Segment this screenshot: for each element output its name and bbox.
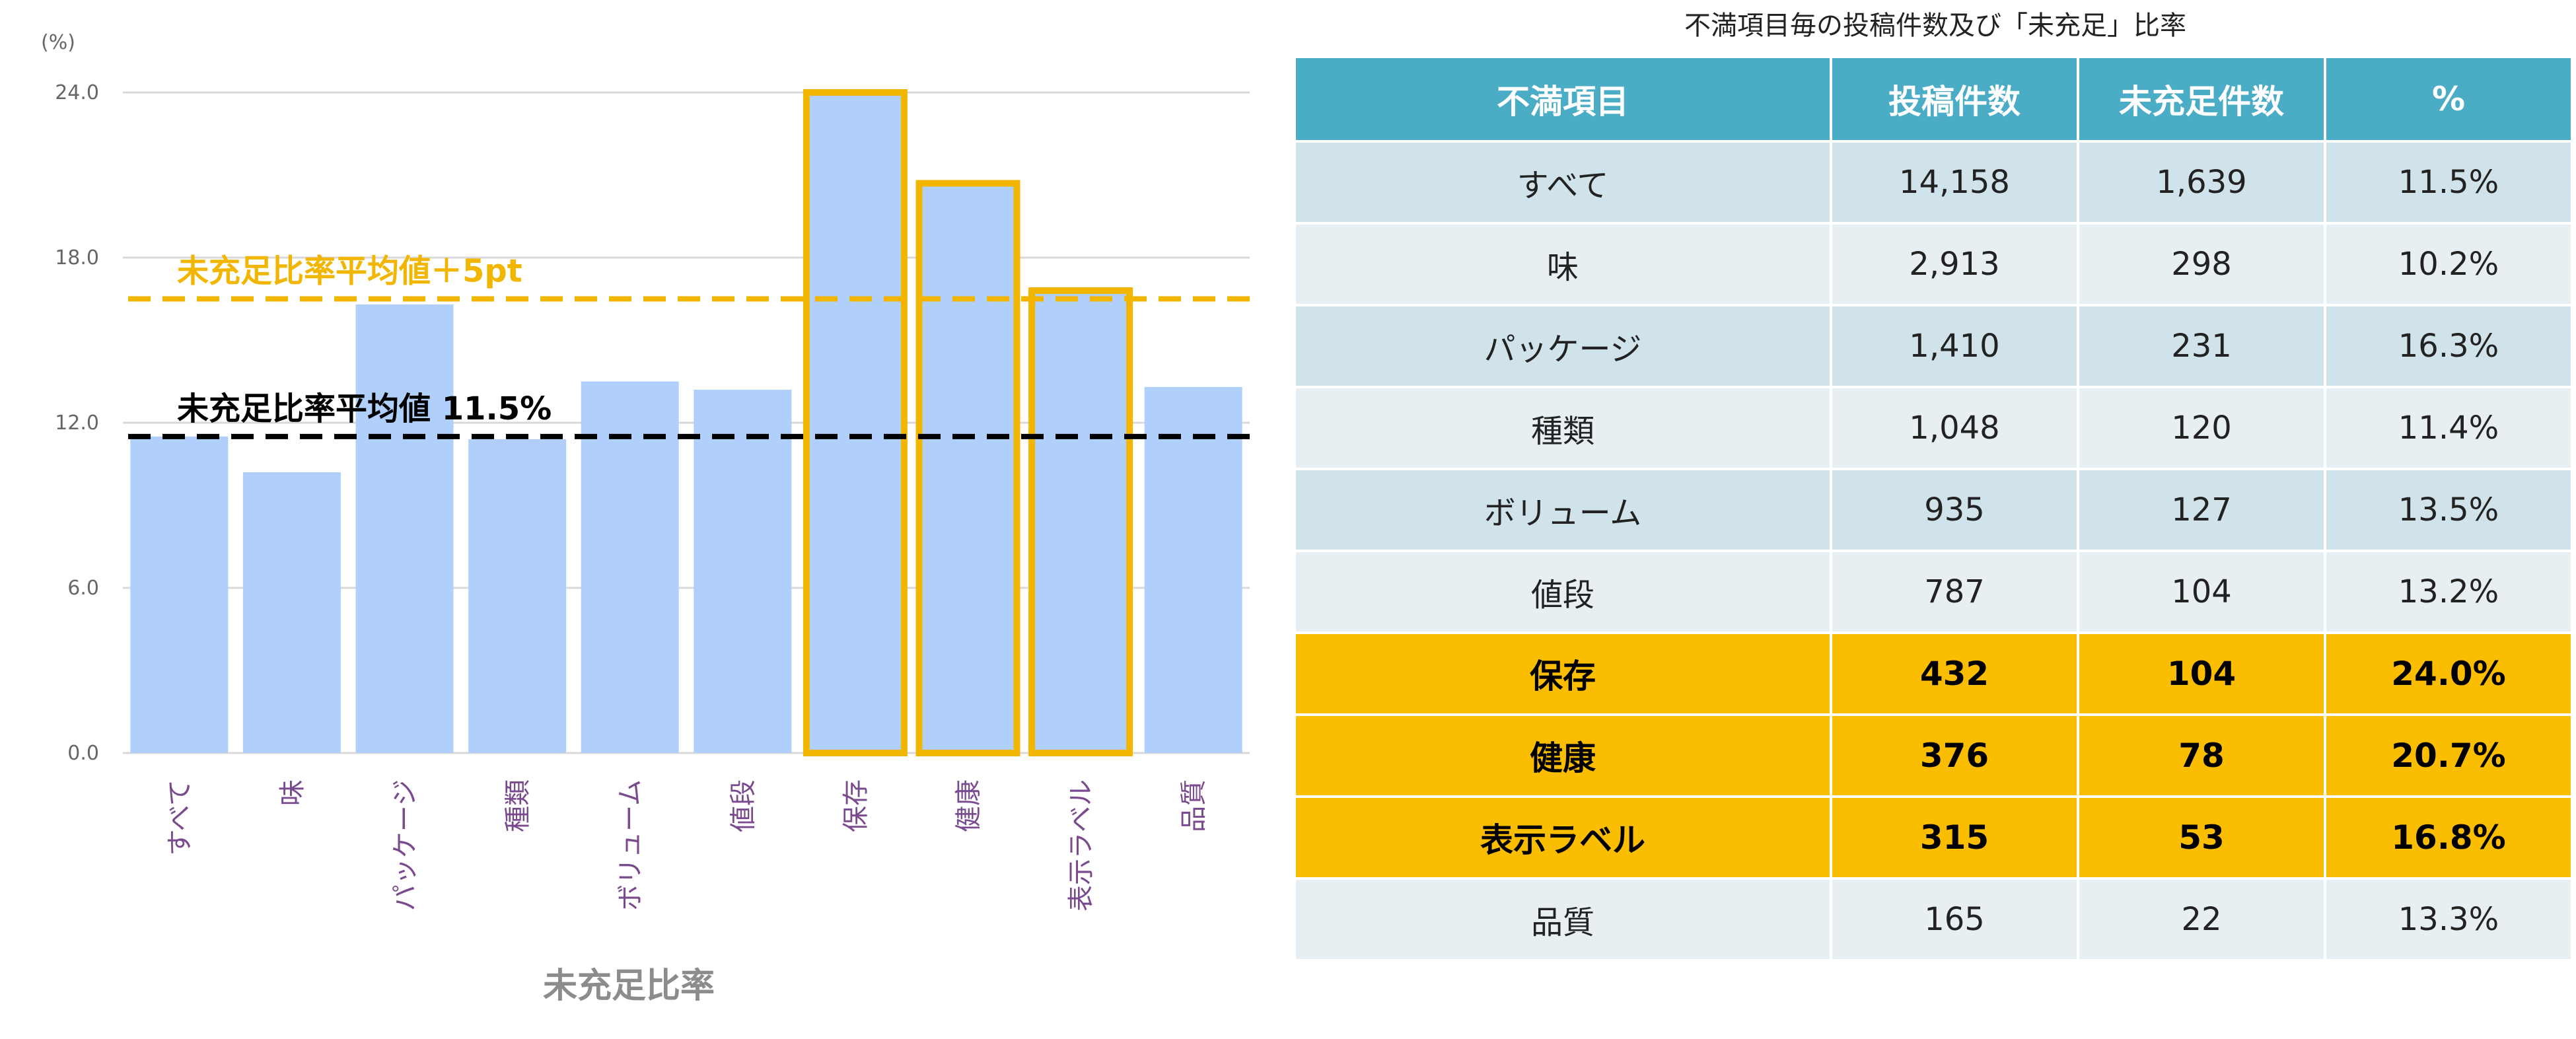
table-header-row: 不満項目 投稿件数 未充足件数% [1293, 55, 2573, 143]
table-cell: 16.8% [2324, 795, 2573, 880]
bar-chart: (%) 0.06.012.018.024.0 未充足比率平均値＋5pt未充足比率… [41, 31, 1250, 1006]
table-cell: 品質 [1293, 877, 1832, 962]
x-category-label: 値段 [728, 779, 758, 832]
table-cell: 1,639 [2077, 140, 2326, 225]
table-title: 不満項目毎の投稿件数及び「未充足」比率 [1684, 11, 2186, 41]
x-category-label: 健康 [954, 779, 984, 832]
bar-3 [468, 439, 567, 753]
table-cell: 104 [2077, 550, 2326, 634]
y-unit-label: (%) [41, 31, 75, 54]
table-cell: 1,048 [1830, 386, 2079, 470]
table-cell: 表示ラベル [1293, 795, 1832, 880]
table-cell: 16.3% [2324, 304, 2573, 388]
table-cell: 24.0% [2324, 631, 2573, 716]
table-cell: 2,913 [1830, 222, 2079, 306]
table-cell: 保存 [1293, 631, 1832, 716]
table-cell: 14,158 [1830, 140, 2079, 225]
y-tick-label: 18.0 [55, 246, 99, 269]
table-cell: 13.2% [2324, 550, 2573, 634]
bars [130, 89, 1242, 756]
table-cell: 健康 [1293, 713, 1832, 798]
table-cell: 13.5% [2324, 468, 2573, 552]
x-category-label: 品質 [1179, 779, 1209, 832]
table-cell: 432 [1830, 631, 2079, 716]
table-row: 値段 787 104 13.2% [1293, 550, 2573, 634]
table-cell: 127 [2077, 468, 2326, 552]
y-tick-label: 12.0 [55, 412, 99, 435]
table-cell: 53 [2077, 795, 2326, 880]
x-category-label: 保存 [841, 779, 871, 832]
y-tick-label: 6.0 [67, 577, 99, 600]
column-header: % [2324, 55, 2573, 143]
reference-line-label-1: 未充足比率平均値 11.5% [177, 390, 552, 427]
table-cell: 787 [1830, 550, 2079, 634]
table-cell: 376 [1830, 713, 2079, 798]
bar-1 [242, 472, 341, 753]
table-body: すべて 14,158 1,639 11.5% 味 2,913 298 10.2% パッケージ 1,… [1293, 140, 2573, 962]
table-row: 品質 165 22 13.3% [1293, 877, 2573, 962]
bar-2 [355, 304, 454, 753]
table-cell: 種類 [1293, 386, 1832, 470]
table-cell: 13.3% [2324, 877, 2573, 962]
table-cell: 120 [2077, 386, 2326, 470]
table-cell: 値段 [1293, 550, 1832, 634]
table-cell: 味 [1293, 222, 1832, 306]
table-cell: 104 [2077, 631, 2326, 716]
table-cell: 315 [1830, 795, 2079, 880]
bar-7 [915, 180, 1020, 756]
table-row: 保存 432 104 24.0% [1293, 631, 2573, 716]
table-cell: 231 [2077, 304, 2326, 388]
table-row: 種類 1,048 120 11.4% [1293, 386, 2573, 470]
table-cell: ボリューム [1293, 468, 1832, 552]
reference-lines: 未充足比率平均値＋5pt 未充足比率平均値 11.5% [128, 253, 1250, 439]
table-row: すべて 14,158 1,639 11.5% [1293, 140, 2573, 225]
bar-6 [803, 89, 908, 756]
table-cell: すべて [1293, 140, 1832, 225]
table-cell: 935 [1830, 468, 2079, 552]
data-table: 不満項目 投稿件数 未充足件数% すべて 14,158 1,639 11.5% 味 2,913… [1293, 55, 2573, 962]
table-row: パッケージ 1,410 231 16.3% [1293, 304, 2573, 388]
table-cell: パッケージ [1293, 304, 1832, 388]
x-category-label: 種類 [503, 779, 533, 832]
table-cell: 78 [2077, 713, 2326, 798]
x-category-labels: すべて 味 パッケージ 種類 ボリューム 値段 保存 健康 表示ラベル 品質 [164, 779, 1209, 912]
table-cell: 10.2% [2324, 222, 2573, 306]
table-cell: 11.5% [2324, 140, 2573, 225]
x-category-label: すべて [164, 779, 195, 856]
table-cell: 165 [1830, 877, 2079, 962]
column-header: 未充足件数 [2077, 55, 2326, 143]
y-tick-labels: 0.0 6.0 12.0 18.0 24.0 [55, 81, 99, 765]
y-tick-label: 24.0 [55, 81, 99, 104]
table-row: 味 2,913 298 10.2% [1293, 222, 2573, 306]
bar-0 [130, 436, 229, 753]
reference-line-label-0: 未充足比率平均値＋5pt [177, 253, 522, 290]
column-header: 不満項目 [1293, 55, 1832, 143]
x-category-label: ボリューム [616, 779, 646, 911]
table-cell: 11.4% [2324, 386, 2573, 470]
column-header: 投稿件数 [1830, 55, 2079, 143]
x-category-label: 表示ラベル [1066, 779, 1096, 912]
table-cell: 20.7% [2324, 713, 2573, 798]
x-category-label: パッケージ [390, 779, 421, 911]
x-axis-title: 未充足比率 [543, 966, 715, 1006]
bar-9 [1144, 386, 1242, 753]
x-category-label: 味 [277, 779, 308, 806]
table-row: ボリューム 935 127 13.5% [1293, 468, 2573, 552]
table-row: 健康 376 78 20.7% [1293, 713, 2573, 798]
bar-5 [694, 390, 792, 753]
bar-4 [581, 381, 679, 753]
y-tick-label: 0.0 [67, 742, 99, 765]
bar-8 [1028, 287, 1133, 756]
table-cell: 1,410 [1830, 304, 2079, 388]
table-cell: 22 [2077, 877, 2326, 962]
table-cell: 298 [2077, 222, 2326, 306]
table-row: 表示ラベル 315 53 16.8% [1293, 795, 2573, 880]
